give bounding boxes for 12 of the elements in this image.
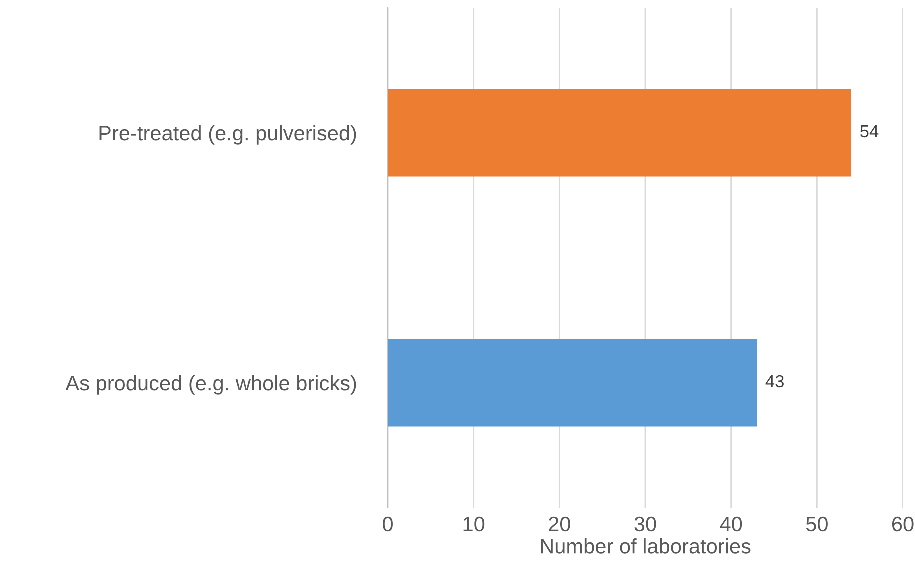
x-tick-label: 0 (383, 516, 393, 532)
x-tick-label: 60 (892, 516, 914, 532)
x-tick-label: 30 (634, 516, 656, 532)
x-axis-title: Number of laboratories (541, 538, 751, 554)
y-tick-label: As produced (e.g. whole bricks) (66, 375, 356, 395)
data-label: 54 (860, 126, 879, 138)
x-tick-label: 10 (464, 516, 485, 532)
y-tick-label: Pre-treated (e.g. pulverised) (100, 125, 356, 145)
x-tick-label: 20 (549, 516, 570, 532)
x-tick-label: 40 (720, 516, 742, 532)
x-tick-label: 50 (806, 516, 828, 532)
data-label: 43 (766, 375, 784, 388)
